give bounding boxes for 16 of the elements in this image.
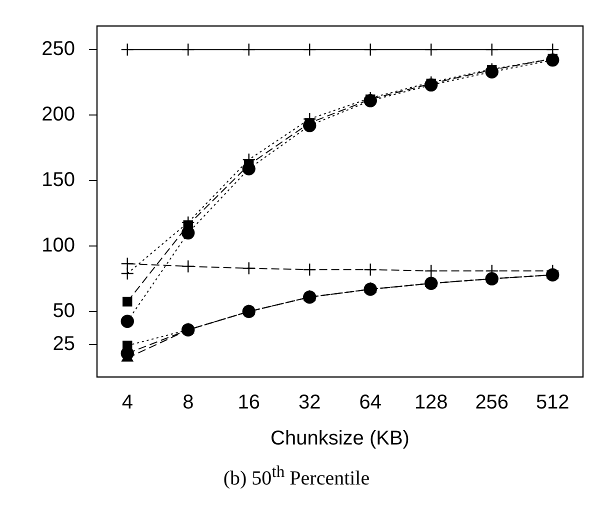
text: (b) 50$^{th}$ Percentile [222, 462, 371, 491]
x-tick-label: 512 [536, 392, 570, 414]
y-tick-label: 100 [42, 234, 75, 257]
x-tick-label: 256 [475, 392, 509, 414]
y-tick-label: 200 [42, 104, 75, 126]
x-tick-label: 16 [238, 392, 260, 414]
y-tick-label: 250 [42, 38, 75, 60]
x-tick-label: 32 [298, 392, 321, 414]
x-axis-title: Chunksize (KB) [270, 428, 410, 450]
x-tick-label: 4 [122, 392, 133, 414]
y-tick-label: 50 [52, 300, 75, 322]
x-tick-label: 64 [359, 392, 382, 414]
y-tick-label: 25 [52, 332, 75, 355]
x-tick-label: 128 [414, 392, 448, 414]
x-tick-label: 8 [182, 392, 194, 414]
y-tick-label: 150 [42, 169, 75, 192]
